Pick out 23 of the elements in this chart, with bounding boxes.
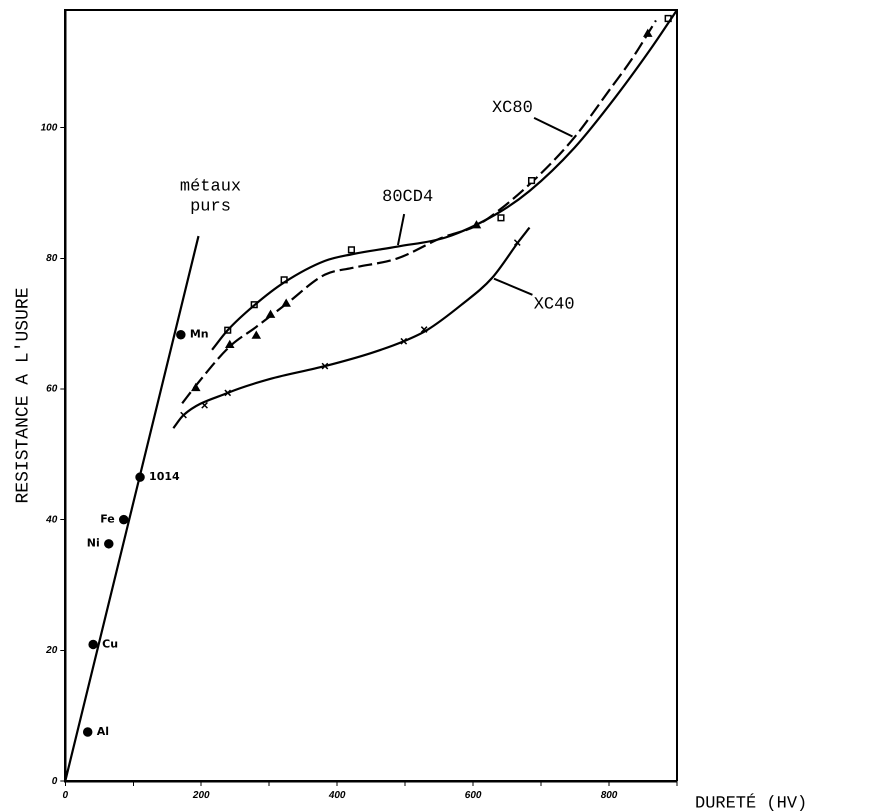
y-tick-label: 20 (45, 645, 58, 656)
y-tick-label: 60 (46, 384, 58, 395)
y-tick-label: 100 (40, 122, 58, 134)
x-axis-title: DURETÉ (HV) (695, 792, 808, 812)
y-axis-title: RESISTANCE A L'USURE (14, 287, 34, 504)
y-tick-label: 40 (45, 514, 58, 526)
series-label: métaux purs (180, 178, 242, 217)
text: XC40 (534, 295, 575, 314)
x-tick-label: 800 (600, 790, 618, 801)
annotation: Cu (102, 637, 118, 650)
x-tick-label: 600 (464, 790, 482, 801)
annotation: Al (96, 724, 110, 738)
x-tick-label: 0 (62, 790, 69, 801)
x-tick-label: 400 (328, 790, 346, 801)
x-tick-label: 200 (192, 790, 210, 801)
annotation: Fe (100, 512, 115, 526)
annotation: 1014 (149, 470, 180, 484)
annotation: Ni (86, 536, 100, 550)
series-label: 80CD4 (382, 188, 434, 208)
y-tick-label: 80 (46, 253, 58, 264)
annotation: Mn (190, 328, 209, 341)
y-tick-label: 0 (52, 776, 58, 787)
text: XC80 (492, 98, 533, 118)
